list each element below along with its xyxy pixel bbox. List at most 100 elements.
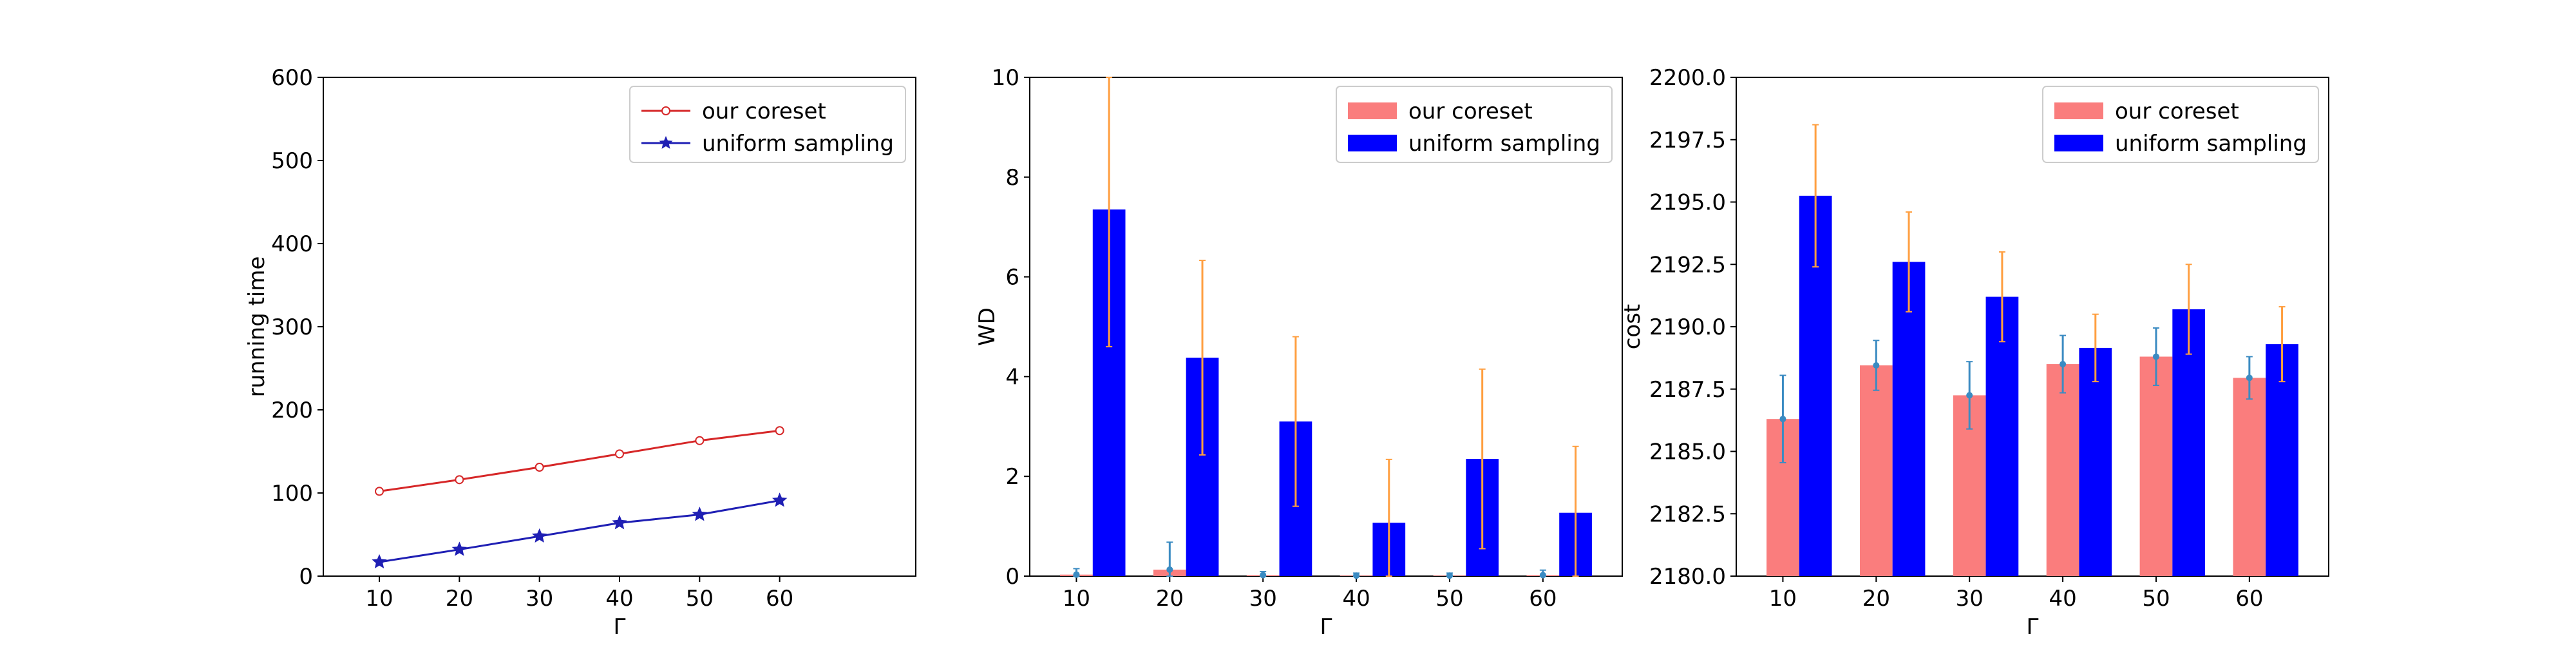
x-tick-label: 20: [1156, 586, 1184, 612]
y-tick-label: 0: [1005, 564, 1019, 590]
x-tick-label: 40: [2049, 586, 2076, 612]
x-tick-label: 50: [2142, 586, 2170, 612]
y-tick-label: 2182.5: [1649, 501, 1726, 527]
y-tick-label: 0: [299, 564, 313, 590]
x-axis-label: Γ: [2027, 614, 2039, 640]
series-point: [375, 487, 384, 496]
error-center: [1446, 572, 1453, 579]
legend-label: our coreset: [702, 99, 826, 124]
error-center: [1779, 416, 1786, 423]
error-center: [1166, 566, 1173, 573]
error-center: [1966, 392, 1973, 399]
bar: [2233, 378, 2266, 576]
y-tick-label: 2200.0: [1649, 65, 1726, 91]
error-center: [1873, 362, 1880, 369]
legend-swatch: [1348, 102, 1397, 119]
y-tick-label: 10: [992, 65, 1019, 91]
x-tick-label: 20: [446, 586, 473, 612]
series-point: [531, 528, 547, 543]
legend-marker: [661, 106, 670, 115]
legend-box: [629, 86, 906, 163]
y-tick-label: 100: [271, 481, 313, 507]
x-tick-label: 10: [1063, 586, 1090, 612]
error-center: [1260, 572, 1267, 579]
x-tick-label: 30: [1956, 586, 1984, 612]
legend-box: [2042, 86, 2319, 163]
series-line-1: [379, 429, 780, 492]
legend-box: [1336, 86, 1613, 163]
y-tick-label: 2195.0: [1649, 190, 1726, 216]
y-tick-label: 2: [1005, 464, 1019, 490]
y-tick-label: 2180.0: [1649, 564, 1726, 590]
error-center: [2060, 361, 2067, 368]
series-point: [612, 515, 627, 530]
error-center: [1353, 572, 1360, 579]
series-point: [772, 492, 788, 507]
legend-label: uniform sampling: [702, 131, 894, 157]
y-tick-label: 500: [271, 148, 313, 174]
x-tick-label: 40: [605, 586, 633, 612]
x-axis-label: Γ: [614, 614, 626, 640]
y-tick-label: 2190.0: [1649, 314, 1726, 340]
series-point: [455, 475, 464, 485]
y-tick-label: 200: [271, 398, 313, 423]
y-tick-label: 6: [1005, 265, 1019, 291]
series-point: [535, 463, 544, 472]
x-tick-label: 60: [1529, 586, 1557, 612]
chart-panel-2: 0 2 4 6 8 10 10 20 30 40 50 60 Γ WD our coreset uniform…: [974, 65, 1623, 640]
series-point: [692, 507, 708, 521]
x-axis-label: Γ: [1320, 614, 1332, 640]
y-tick-label: 4: [1005, 364, 1019, 390]
x-tick-label: 20: [1862, 586, 1890, 612]
y-axis-label: WD: [974, 307, 1000, 346]
error-center: [2152, 353, 2159, 360]
y-tick-label: 400: [271, 231, 313, 257]
legend-swatch: [1348, 135, 1397, 151]
y-tick-label: 300: [271, 314, 313, 340]
legend-label: uniform sampling: [1408, 131, 1600, 157]
series-point: [695, 436, 705, 445]
series-line-2: [379, 499, 780, 563]
series-point: [775, 426, 784, 436]
error-center: [1073, 571, 1080, 578]
chart-panel-3: 2180.0 2182.5 2185.0 2187.5 2190.0 2192.5 2195…: [1620, 65, 2329, 640]
bar: [2266, 344, 2298, 576]
bar: [1892, 262, 1926, 576]
x-tick-label: 10: [365, 586, 393, 612]
error-center: [1539, 572, 1546, 579]
series-point: [451, 541, 468, 556]
legend-swatch: [2054, 102, 2103, 119]
error-center: [2246, 374, 2253, 381]
x-tick-label: 30: [526, 586, 553, 612]
y-tick-label: 8: [1005, 165, 1019, 191]
y-tick-label: 2197.5: [1649, 128, 1726, 153]
x-tick-label: 60: [766, 586, 793, 612]
bar: [2079, 347, 2112, 576]
legend-label: uniform sampling: [2115, 131, 2307, 157]
x-tick-label: 10: [1769, 586, 1797, 612]
x-tick-label: 30: [1249, 586, 1277, 612]
y-tick-label: 2187.5: [1649, 377, 1726, 403]
plot-frame: [1029, 77, 1623, 577]
legend-marker: [659, 136, 673, 149]
x-tick-label: 60: [2235, 586, 2263, 612]
y-tick-label: 2192.5: [1649, 252, 1726, 278]
y-tick-label: 2185.0: [1649, 439, 1726, 465]
series-point: [615, 449, 624, 459]
bar: [2139, 356, 2173, 576]
legend-swatch: [2054, 135, 2103, 151]
y-tick-label: 600: [271, 65, 313, 91]
x-tick-label: 50: [686, 586, 714, 612]
legend-label: our coreset: [2115, 99, 2239, 124]
legend-label: our coreset: [1408, 99, 1533, 124]
series-point: [372, 554, 387, 569]
y-axis-label: cost: [1620, 304, 1645, 350]
y-axis-label: running time: [244, 256, 270, 398]
bar: [1985, 296, 2019, 576]
chart-panel-1: 0 100 200 300 400 500 600 10 20 30 40 50 60 Γrunning …: [244, 65, 916, 640]
x-tick-label: 40: [1342, 586, 1370, 612]
bar: [2046, 364, 2079, 576]
bar: [1859, 365, 1893, 576]
